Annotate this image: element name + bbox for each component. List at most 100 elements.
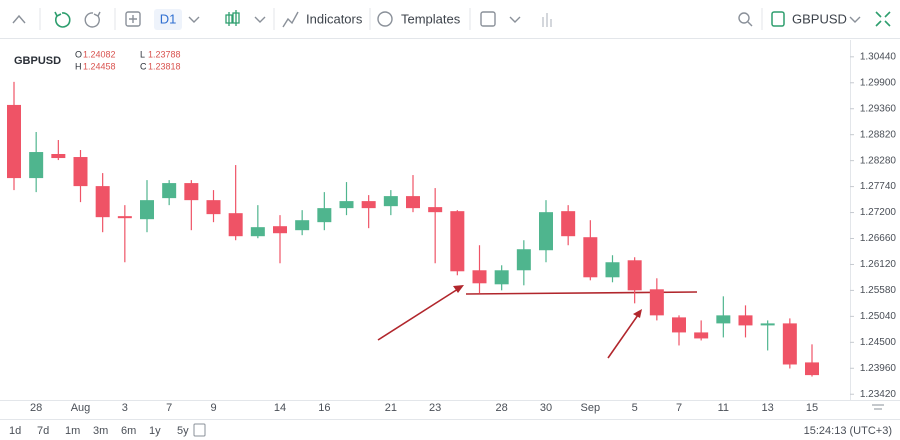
y-tick-label: 1.28820 [860,129,897,140]
range-button[interactable]: 3m [93,425,108,437]
candle-body [383,196,398,207]
y-tick-label: 1.25040 [860,311,897,322]
indicators-button[interactable]: Indicators [306,11,363,26]
timeframe[interactable]: D1 [160,11,177,26]
y-tick-label: 1.23420 [860,389,897,400]
x-tick-label: 9 [210,402,216,414]
range-button[interactable]: 6m [121,425,136,437]
arrow-head [453,285,464,293]
candle-body [228,213,243,237]
candle-body [583,237,598,278]
x-tick-label: 7 [676,402,682,414]
add-icon-plus [129,15,137,23]
timeframe-button[interactable] [154,9,182,30]
candle-body [649,289,664,316]
legend-label: L [140,49,145,59]
volume-icon[interactable] [542,13,552,27]
candle-body [428,207,443,213]
candle-body [627,260,642,291]
collapse-icon[interactable] [12,14,26,24]
x-tick-label: 23 [429,402,441,414]
arrow-drawing [607,314,639,359]
redo-icon[interactable] [84,11,101,28]
chart-type-icon[interactable] [225,10,240,26]
x-tick-label: 21 [385,402,397,414]
y-tick-label: 1.27200 [860,207,897,218]
legend-value: 1.23818 [148,61,181,71]
candle-body [317,208,332,223]
candle-body [29,152,44,179]
x-tick-label: 14 [274,402,286,414]
x-tick-label: 28 [496,402,508,414]
x-tick-label: 11 [718,402,729,414]
clock: 15:24:13 (UTC+3) [804,425,892,437]
legend-label: O [75,49,82,59]
candle-body [273,226,287,234]
range-button[interactable]: 1y [149,425,161,437]
candle-body [760,323,775,326]
legend-value: 1.24082 [83,49,116,59]
y-tick-label: 1.27740 [860,181,897,192]
candle-body [561,211,576,237]
toolbar [0,0,900,38]
search-icon-handle [747,21,753,27]
y-tick-label: 1.29360 [860,103,897,114]
y-tick-label: 1.23960 [860,363,897,374]
symbol-button[interactable]: GBPUSD [792,11,847,26]
y-tick-label: 1.30440 [860,51,897,62]
candle-body [140,200,154,220]
y-tick-label: 1.26660 [860,233,897,244]
y-tick-label: 1.28280 [860,155,897,166]
candle-body [117,216,132,219]
x-tick-label: Aug [71,402,91,414]
candle-body [184,183,199,201]
legend-label: C [140,61,147,71]
y-tick-label: 1.26120 [860,259,897,270]
y-tick-label: 1.24500 [860,337,897,348]
candle-body [672,317,686,333]
x-tick-label: 3 [122,402,128,414]
templates-button[interactable]: Templates [401,11,461,26]
undo-icon[interactable] [54,11,71,28]
indicators-icon[interactable] [282,11,299,28]
candle-body [605,262,620,278]
candle-body [450,211,465,272]
candle-body [162,183,177,199]
y-tick-label: 1.25580 [860,285,897,296]
candle-body [73,157,88,187]
range-button[interactable]: 1m [65,425,80,437]
range-button[interactable]: 5y [177,425,189,437]
x-tick-label: 13 [762,402,774,414]
legend-value: 1.24458 [83,61,116,71]
calendar-icon[interactable] [480,11,496,27]
dropdown-icon[interactable] [509,16,521,23]
search-icon[interactable] [738,12,750,24]
templates-icon[interactable] [377,11,393,27]
x-tick-label: 16 [318,402,330,414]
range-button[interactable]: 7d [37,425,49,437]
candle-body [516,249,531,271]
add-icon[interactable] [125,11,141,27]
candle-body [782,323,797,365]
candle-body [361,201,376,209]
candle-body [805,362,819,376]
dropdown-icon[interactable] [254,16,266,23]
y-tick-label: 1.29900 [860,77,897,88]
save-icon[interactable] [771,11,785,27]
x-tick-label: 7 [166,402,172,414]
candle-body [295,220,310,231]
dropdown-icon[interactable] [849,16,861,23]
candle-body [716,315,731,324]
legend-symbol: GBPUSD [14,55,61,67]
date-picker-icon[interactable] [193,423,206,437]
dropdown-icon[interactable] [188,16,200,23]
legend-label: H [75,61,82,71]
candle-body [472,270,487,284]
candle-body [539,212,553,251]
candle-body [206,200,221,215]
fullscreen-icon[interactable] [875,11,891,27]
axis-settings-icon[interactable] [872,404,884,410]
x-tick-label: 15 [806,402,818,414]
range-button[interactable]: 1d [9,425,21,437]
